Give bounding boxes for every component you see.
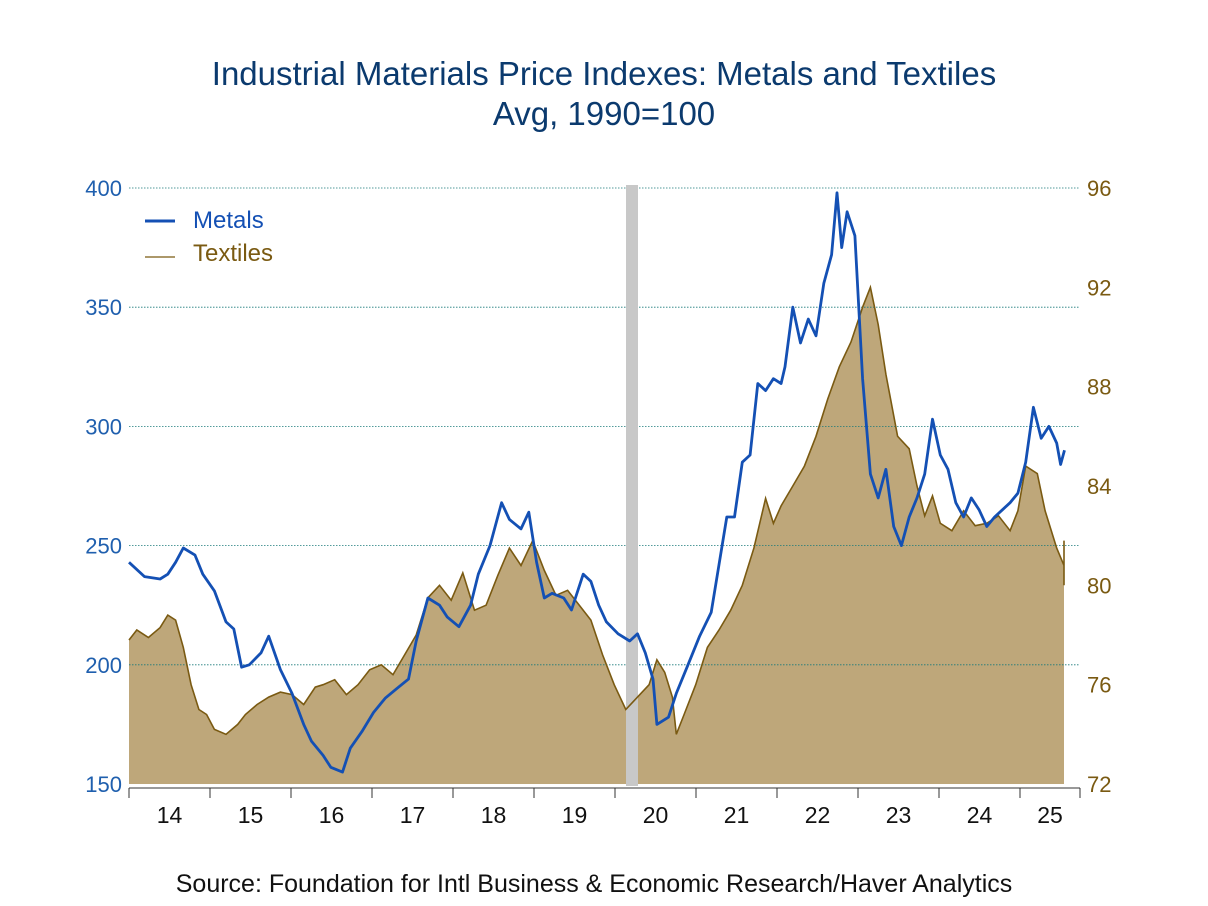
x-tick-label: 16 bbox=[319, 802, 345, 828]
x-tick-label: 24 bbox=[967, 802, 993, 828]
x-tick-label: 14 bbox=[157, 802, 183, 828]
y-right-tick-label: 84 bbox=[1087, 474, 1111, 499]
legend-textiles-label: Textiles bbox=[193, 240, 273, 267]
x-tick-label: 23 bbox=[886, 802, 912, 828]
y-right-tick-label: 92 bbox=[1087, 275, 1111, 300]
y-right-tick-label: 96 bbox=[1087, 176, 1111, 201]
y-right-tick-label: 72 bbox=[1087, 772, 1111, 797]
x-tick-label: 25 bbox=[1037, 802, 1063, 828]
recession-shading bbox=[626, 185, 638, 786]
y-right-tick-label: 80 bbox=[1087, 573, 1111, 598]
x-tick-label: 20 bbox=[643, 802, 669, 828]
source-note: Source: Foundation for Intl Business & E… bbox=[175, 870, 1013, 898]
chart-title: Industrial Materials Price Indexes: Meta… bbox=[211, 55, 997, 92]
legend-metals-label: Metals bbox=[193, 207, 264, 234]
chart-plot-area: 14 15 16 17 18 19 20 21 22 23 24 25 400 350 300 250 200 1… bbox=[85, 176, 1111, 828]
y-left-tick-label: 300 bbox=[85, 414, 122, 439]
y-right-tick-label: 76 bbox=[1087, 673, 1111, 698]
y-left-tick-label: 250 bbox=[85, 534, 122, 559]
x-tick-label: 15 bbox=[238, 802, 264, 828]
y-left-tick-label: 400 bbox=[85, 176, 122, 201]
textiles-area bbox=[129, 287, 1064, 784]
metals-line bbox=[128, 191, 1066, 774]
y-left-tick-label: 150 bbox=[85, 772, 122, 797]
y-right-tick-label: 88 bbox=[1087, 375, 1111, 400]
chart-subtitle: Avg, 1990=100 bbox=[492, 95, 716, 132]
y-left-tick-label: 200 bbox=[85, 653, 122, 678]
x-tick-label: 19 bbox=[562, 802, 588, 828]
x-tick-label: 22 bbox=[805, 802, 831, 828]
textiles-line bbox=[128, 284, 1065, 736]
x-tick-label: 18 bbox=[481, 802, 507, 828]
y-left-tick-label: 350 bbox=[85, 295, 122, 320]
x-tick-label: 21 bbox=[724, 802, 750, 828]
x-tick-label: 17 bbox=[400, 802, 426, 828]
